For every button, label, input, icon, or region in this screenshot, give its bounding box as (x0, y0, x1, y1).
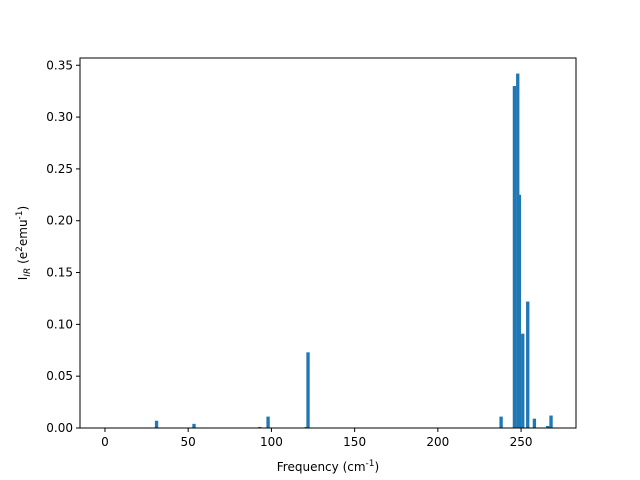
x-tick-label: 150 (343, 435, 366, 449)
x-tick-label: 200 (426, 435, 449, 449)
bar (526, 301, 530, 428)
y-tick-label: 0.25 (46, 162, 73, 176)
bar (266, 416, 270, 428)
bar (546, 425, 550, 428)
x-tick-label: 50 (181, 435, 196, 449)
bar (517, 194, 522, 428)
x-axis-ticks: 0 50 100 150 200 250 (101, 428, 533, 449)
bar (499, 416, 503, 428)
y-axis-label: IIR​ (e2​emu-1​) (15, 206, 33, 280)
y-tick-label: 0.20 (46, 214, 73, 228)
bar (532, 418, 537, 428)
x-tick-label: 100 (260, 435, 283, 449)
x-axis-label: Frequency (cm-1​) (277, 459, 379, 474)
y-tick-label: 0.35 (46, 58, 73, 72)
bar (154, 420, 159, 428)
y-tick-label: 0.05 (46, 369, 73, 383)
y-tick-label: 0.30 (46, 110, 73, 124)
bar (192, 423, 196, 428)
bar (258, 426, 262, 428)
y-tick-label: 0.10 (46, 317, 73, 331)
bar (512, 85, 517, 429)
y-tick-label: 0.15 (46, 266, 73, 280)
x-tick-label: 0 (101, 435, 109, 449)
y-axis-ticks: 0.00 0.05 0.10 0.15 0.20 0.25 0.30 0.35 (46, 58, 80, 435)
bar (306, 352, 310, 428)
bar-series (154, 73, 553, 429)
plot-frame (79, 57, 577, 429)
bar (549, 415, 553, 428)
y-tick-label: 0.00 (46, 421, 73, 435)
bar (521, 333, 525, 428)
x-tick-label: 250 (510, 435, 533, 449)
